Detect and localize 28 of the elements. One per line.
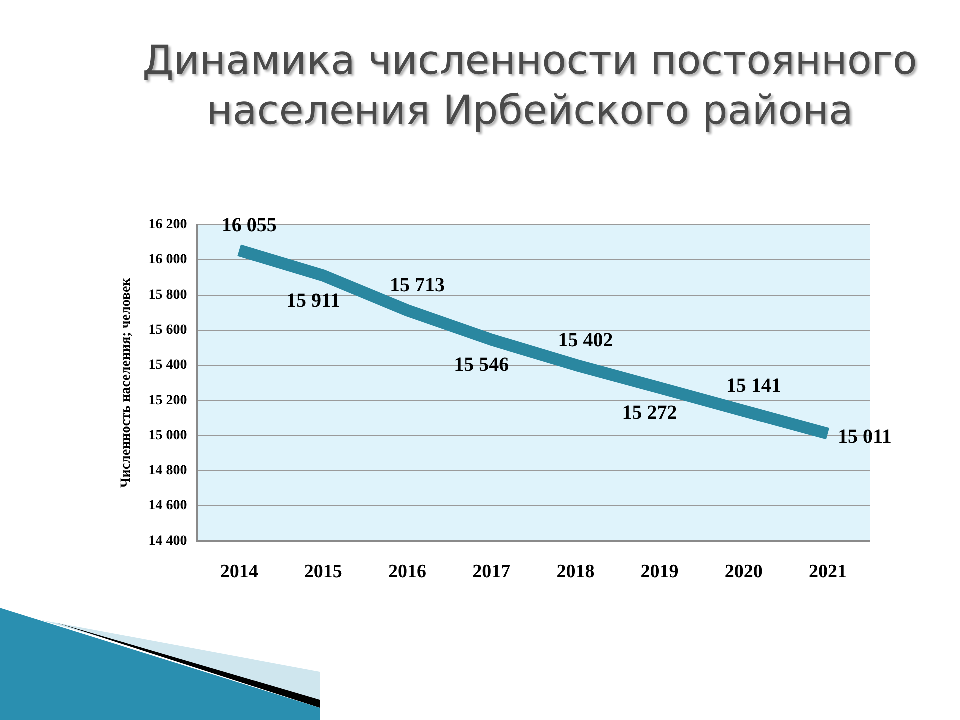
y-tick-label: 15 600 bbox=[148, 323, 188, 338]
data-label: 15 546 bbox=[454, 354, 510, 376]
x-tick-label: 2016 bbox=[388, 562, 427, 583]
data-label: 15 141 bbox=[726, 375, 782, 398]
data-label: 15 911 bbox=[286, 290, 340, 312]
data-label: 15 713 bbox=[390, 274, 446, 297]
data-label: 15 272 bbox=[622, 402, 678, 424]
x-tick-label: 2021 bbox=[808, 562, 847, 583]
y-tick-label: 14 800 bbox=[148, 464, 188, 479]
y-tick-label: 14 400 bbox=[148, 534, 188, 549]
x-tick-label: 2015 bbox=[304, 562, 342, 583]
x-tick-label: 2014 bbox=[220, 562, 259, 583]
y-tick-label: 16 000 bbox=[148, 252, 188, 268]
data-label: 15 011 bbox=[838, 426, 892, 448]
x-tick-label: 2020 bbox=[724, 562, 763, 583]
y-tick-label: 14 600 bbox=[148, 498, 188, 514]
data-label: 16 055 bbox=[222, 214, 277, 237]
y-tick-label: 15 400 bbox=[148, 358, 188, 374]
x-tick-label: 2018 bbox=[556, 562, 595, 583]
y-tick-label: 15 000 bbox=[148, 428, 188, 444]
x-tick-label: 2019 bbox=[640, 562, 679, 583]
y-axis-title: Численность населения; человек bbox=[119, 277, 134, 488]
data-label: 15 402 bbox=[558, 329, 614, 352]
chart-title: Динамика численности постоянного населения Ирбейского района bbox=[142, 37, 918, 136]
x-tick-label: 2017 bbox=[472, 562, 512, 583]
y-tick-label: 15 200 bbox=[148, 393, 188, 408]
y-tick-label: 15 800 bbox=[148, 288, 188, 303]
y-tick-label: 16 200 bbox=[148, 218, 188, 233]
